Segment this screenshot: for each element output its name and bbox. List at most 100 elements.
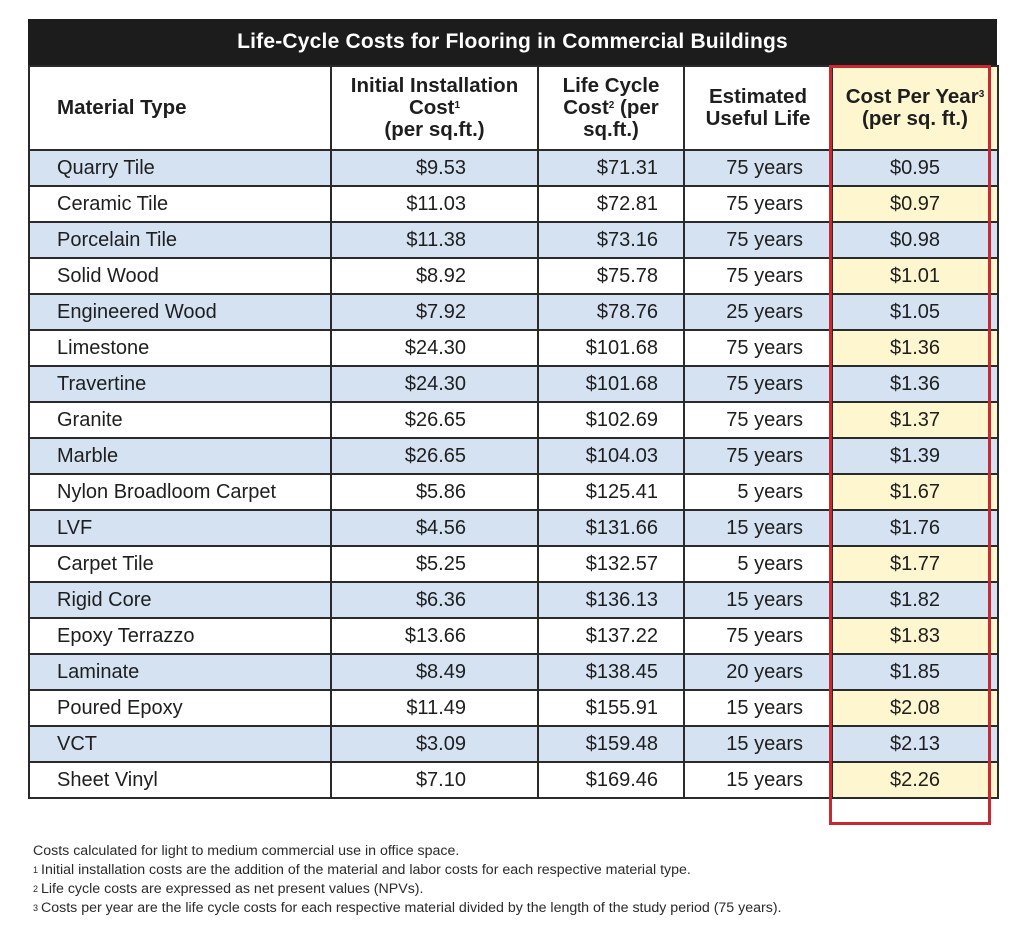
cell-life-cycle-cost: $136.13 xyxy=(537,581,685,619)
header-estimated-useful-life: Estimated Useful Life xyxy=(683,65,833,151)
cell-material: Poured Epoxy xyxy=(28,689,332,727)
cell-cost-per-year: $0.98 xyxy=(831,221,999,259)
cell-initial-cost: $24.30 xyxy=(330,365,539,403)
cell-life-cycle-cost: $137.22 xyxy=(537,617,685,655)
cell-initial-cost: $11.49 xyxy=(330,689,539,727)
cell-material: Sheet Vinyl xyxy=(28,761,332,799)
cell-initial-cost: $7.10 xyxy=(330,761,539,799)
cell-life-cycle-cost: $159.48 xyxy=(537,725,685,763)
cell-initial-cost: $11.03 xyxy=(330,185,539,223)
cell-material: Porcelain Tile xyxy=(28,221,332,259)
cell-useful-life: 15 years xyxy=(683,689,833,727)
cell-useful-life: 75 years xyxy=(683,185,833,223)
cell-useful-life: 15 years xyxy=(683,581,833,619)
cell-cost-per-year: $2.26 xyxy=(831,761,999,799)
table-title: Life-Cycle Costs for Flooring in Commerc… xyxy=(28,19,997,65)
table-row: Engineered Wood $7.92 $78.76 25 years $1.05 xyxy=(28,293,999,331)
cell-cost-per-year: $1.76 xyxy=(831,509,999,547)
cell-useful-life: 15 years xyxy=(683,725,833,763)
cell-cost-per-year: $1.01 xyxy=(831,257,999,295)
cell-life-cycle-cost: $72.81 xyxy=(537,185,685,223)
cell-initial-cost: $6.36 xyxy=(330,581,539,619)
cell-initial-cost: $5.86 xyxy=(330,473,539,511)
table-row: Ceramic Tile $11.03 $72.81 75 years $0.97 xyxy=(28,185,999,223)
header-row: Material Type Initial Installation Cost1… xyxy=(28,65,999,151)
cell-life-cycle-cost: $104.03 xyxy=(537,437,685,475)
cell-initial-cost: $26.65 xyxy=(330,401,539,439)
table-row: Rigid Core $6.36 $136.13 15 years $1.82 xyxy=(28,581,999,619)
cell-cost-per-year: $1.39 xyxy=(831,437,999,475)
cell-cost-per-year: $1.77 xyxy=(831,545,999,583)
cell-useful-life: 75 years xyxy=(683,617,833,655)
cell-material: Nylon Broadloom Carpet xyxy=(28,473,332,511)
cell-life-cycle-cost: $73.16 xyxy=(537,221,685,259)
cell-useful-life: 75 years xyxy=(683,221,833,259)
header-cost-per-year: Cost Per Year3 (per sq. ft.) xyxy=(831,65,999,151)
cell-useful-life: 75 years xyxy=(683,257,833,295)
cell-material: Quarry Tile xyxy=(28,149,332,187)
cell-life-cycle-cost: $169.46 xyxy=(537,761,685,799)
cell-useful-life: 75 years xyxy=(683,401,833,439)
cell-cost-per-year: $1.67 xyxy=(831,473,999,511)
cell-life-cycle-cost: $71.31 xyxy=(537,149,685,187)
cell-life-cycle-cost: $102.69 xyxy=(537,401,685,439)
table-row: Porcelain Tile $11.38 $73.16 75 years $0.98 xyxy=(28,221,999,259)
cell-life-cycle-cost: $101.68 xyxy=(537,329,685,367)
cell-material: Rigid Core xyxy=(28,581,332,619)
cell-useful-life: 25 years xyxy=(683,293,833,331)
cell-cost-per-year: $2.13 xyxy=(831,725,999,763)
table-row: Nylon Broadloom Carpet $5.86 $125.41 5 year… xyxy=(28,473,999,511)
cell-useful-life: 15 years xyxy=(683,761,833,799)
cell-initial-cost: $9.53 xyxy=(330,149,539,187)
cell-cost-per-year: $1.37 xyxy=(831,401,999,439)
cell-initial-cost: $7.92 xyxy=(330,293,539,331)
table-row: Quarry Tile $9.53 $71.31 75 years $0.95 xyxy=(28,149,999,187)
cell-initial-cost: $3.09 xyxy=(330,725,539,763)
table-row: Marble $26.65 $104.03 75 years $1.39 xyxy=(28,437,999,475)
table-body: Quarry Tile $9.53 $71.31 75 years $0.95 Ceram… xyxy=(28,149,999,799)
cell-useful-life: 20 years xyxy=(683,653,833,691)
table-row: Laminate $8.49 $138.45 20 years $1.85 xyxy=(28,653,999,691)
cell-life-cycle-cost: $138.45 xyxy=(537,653,685,691)
cell-initial-cost: $26.65 xyxy=(330,437,539,475)
cell-material: Granite xyxy=(28,401,332,439)
cell-life-cycle-cost: $132.57 xyxy=(537,545,685,583)
cell-material: VCT xyxy=(28,725,332,763)
table-row: Travertine $24.30 $101.68 75 years $1.36 xyxy=(28,365,999,403)
table-row: Granite $26.65 $102.69 75 years $1.37 xyxy=(28,401,999,439)
cell-life-cycle-cost: $78.76 xyxy=(537,293,685,331)
cell-useful-life: 5 years xyxy=(683,473,833,511)
cell-material: Ceramic Tile xyxy=(28,185,332,223)
table-row: Poured Epoxy $11.49 $155.91 15 years $2.08 xyxy=(28,689,999,727)
cost-table: Material Type Initial Installation Cost1… xyxy=(28,65,999,799)
cell-useful-life: 75 years xyxy=(683,329,833,367)
table-row: LVF $4.56 $131.66 15 years $1.76 xyxy=(28,509,999,547)
cell-life-cycle-cost: $125.41 xyxy=(537,473,685,511)
table-row: Limestone $24.30 $101.68 75 years $1.36 xyxy=(28,329,999,367)
cell-useful-life: 75 years xyxy=(683,149,833,187)
header-life-cycle-cost: Life Cycle Cost2 (per sq.ft.) xyxy=(537,65,685,151)
cell-initial-cost: $4.56 xyxy=(330,509,539,547)
cell-initial-cost: $8.49 xyxy=(330,653,539,691)
table-row: VCT $3.09 $159.48 15 years $2.13 xyxy=(28,725,999,763)
cell-cost-per-year: $1.36 xyxy=(831,365,999,403)
table-row: Carpet Tile $5.25 $132.57 5 years $1.77 xyxy=(28,545,999,583)
cell-cost-per-year: $1.82 xyxy=(831,581,999,619)
table-row: Epoxy Terrazzo $13.66 $137.22 75 years $1.83 xyxy=(28,617,999,655)
cell-initial-cost: $24.30 xyxy=(330,329,539,367)
cell-material: Carpet Tile xyxy=(28,545,332,583)
cell-life-cycle-cost: $131.66 xyxy=(537,509,685,547)
cell-material: Engineered Wood xyxy=(28,293,332,331)
footnotes: Costs calculated for light to medium com… xyxy=(33,842,1013,918)
cell-useful-life: 75 years xyxy=(683,437,833,475)
cell-initial-cost: $11.38 xyxy=(330,221,539,259)
cell-material: LVF xyxy=(28,509,332,547)
cell-useful-life: 5 years xyxy=(683,545,833,583)
table-row: Solid Wood $8.92 $75.78 75 years $1.01 xyxy=(28,257,999,295)
cell-life-cycle-cost: $75.78 xyxy=(537,257,685,295)
cell-material: Travertine xyxy=(28,365,332,403)
cell-useful-life: 75 years xyxy=(683,365,833,403)
footnote-2: 2 Life cycle costs are expressed as net p… xyxy=(33,881,424,897)
note-general: Costs calculated for light to medium com… xyxy=(33,843,460,859)
cell-life-cycle-cost: $155.91 xyxy=(537,689,685,727)
